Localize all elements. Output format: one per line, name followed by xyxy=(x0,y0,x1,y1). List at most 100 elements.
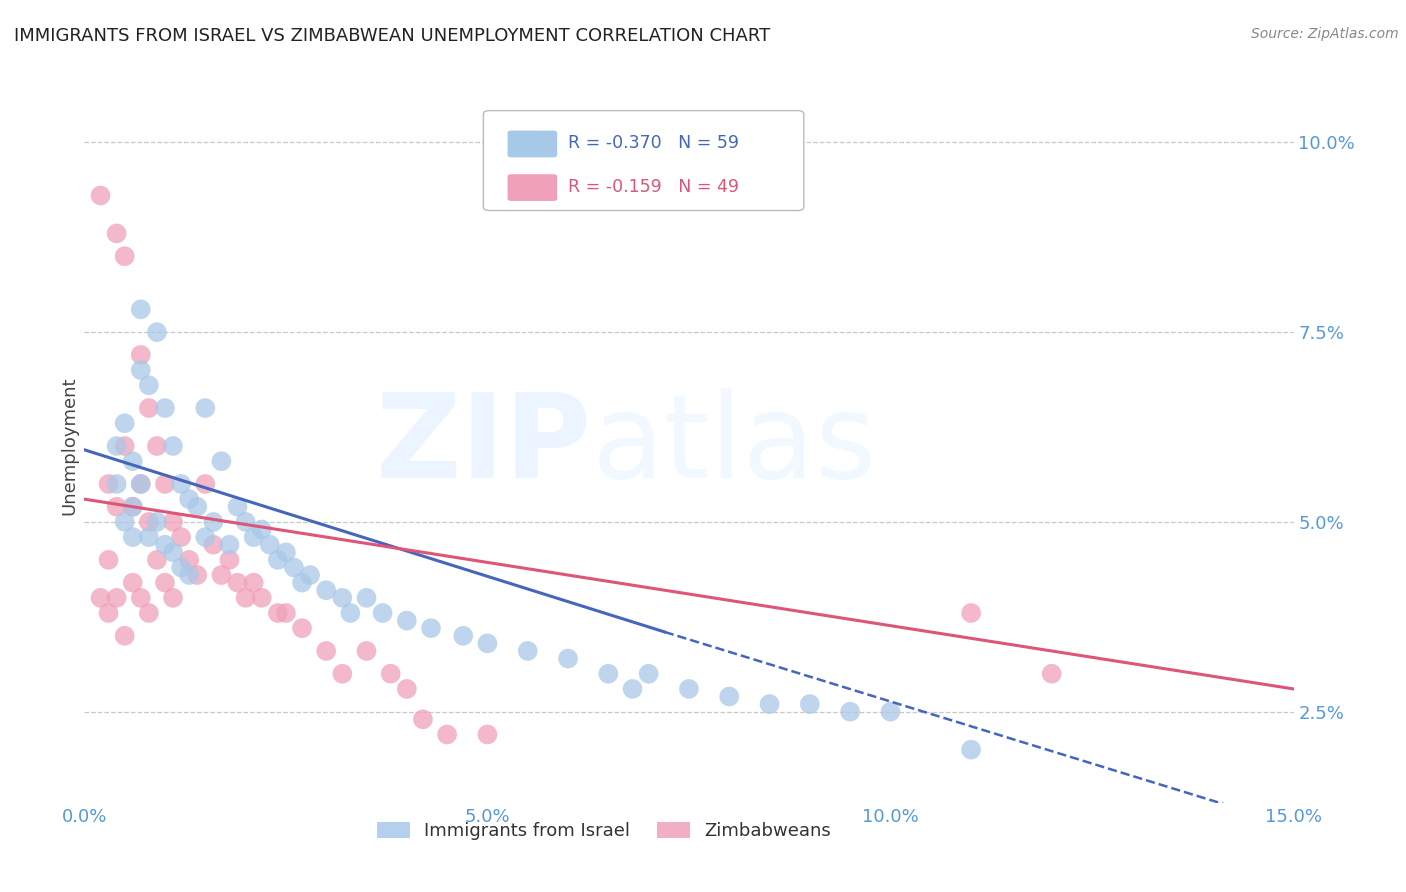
Point xyxy=(315,583,337,598)
Point xyxy=(202,515,225,529)
Point xyxy=(291,621,314,635)
Point xyxy=(412,712,434,726)
Point xyxy=(153,538,176,552)
Point xyxy=(138,530,160,544)
Point xyxy=(218,538,240,552)
Point xyxy=(330,666,353,681)
Point xyxy=(146,515,169,529)
Point xyxy=(356,591,378,605)
Point xyxy=(678,681,700,696)
Point xyxy=(330,591,353,605)
Point xyxy=(97,553,120,567)
Point xyxy=(380,666,402,681)
Point xyxy=(121,500,143,514)
Point xyxy=(242,530,264,544)
Legend: Immigrants from Israel, Zimbabweans: Immigrants from Israel, Zimbabweans xyxy=(370,814,838,847)
Point xyxy=(186,500,208,514)
Point xyxy=(395,681,418,696)
Point xyxy=(114,515,136,529)
Point xyxy=(129,591,152,605)
Point xyxy=(170,477,193,491)
Point xyxy=(516,644,538,658)
Point xyxy=(138,401,160,415)
Point xyxy=(129,363,152,377)
Point xyxy=(105,439,128,453)
Point xyxy=(162,515,184,529)
Text: R = -0.159   N = 49: R = -0.159 N = 49 xyxy=(568,178,740,195)
Point xyxy=(194,477,217,491)
Point xyxy=(170,560,193,574)
Text: atlas: atlas xyxy=(592,389,877,503)
Point xyxy=(259,538,281,552)
Point xyxy=(162,439,184,453)
Point xyxy=(121,530,143,544)
Point xyxy=(598,666,620,681)
Point xyxy=(235,515,257,529)
Y-axis label: Unemployment: Unemployment xyxy=(60,376,79,516)
Point xyxy=(105,500,128,514)
Point xyxy=(242,575,264,590)
Point xyxy=(97,606,120,620)
Point xyxy=(267,553,290,567)
Point xyxy=(209,568,232,582)
Point xyxy=(477,636,499,650)
Point xyxy=(477,727,499,741)
Point xyxy=(97,477,120,491)
Point xyxy=(121,500,143,514)
Point xyxy=(146,553,169,567)
Point xyxy=(395,614,418,628)
Point xyxy=(879,705,901,719)
Point xyxy=(637,666,659,681)
Point xyxy=(451,629,474,643)
Point xyxy=(162,545,184,559)
Point xyxy=(153,477,176,491)
Point xyxy=(557,651,579,665)
Point xyxy=(960,742,983,756)
Point xyxy=(105,477,128,491)
Point xyxy=(129,348,152,362)
Point xyxy=(274,606,297,620)
Point xyxy=(299,568,322,582)
Point xyxy=(235,591,257,605)
Point xyxy=(114,416,136,430)
Point xyxy=(153,575,176,590)
Point xyxy=(250,591,273,605)
Point xyxy=(718,690,741,704)
Point xyxy=(146,325,169,339)
Point xyxy=(339,606,361,620)
Point xyxy=(114,439,136,453)
Point xyxy=(146,439,169,453)
Point xyxy=(194,401,217,415)
Point xyxy=(226,575,249,590)
Point xyxy=(839,705,862,719)
Point xyxy=(179,568,201,582)
Point xyxy=(138,606,160,620)
FancyBboxPatch shape xyxy=(508,130,557,157)
Point xyxy=(105,591,128,605)
Point xyxy=(153,401,176,415)
Point xyxy=(291,575,314,590)
Point xyxy=(179,492,201,507)
Point xyxy=(209,454,232,468)
Point xyxy=(138,515,160,529)
Point xyxy=(179,553,201,567)
Point xyxy=(129,477,152,491)
Point xyxy=(420,621,443,635)
Text: R = -0.370   N = 59: R = -0.370 N = 59 xyxy=(568,134,740,152)
Point xyxy=(170,530,193,544)
Point xyxy=(105,227,128,241)
Point xyxy=(218,553,240,567)
Point xyxy=(226,500,249,514)
Point xyxy=(138,378,160,392)
Point xyxy=(283,560,305,574)
Point xyxy=(267,606,290,620)
Point xyxy=(250,523,273,537)
Point xyxy=(436,727,458,741)
Point xyxy=(1040,666,1063,681)
Point xyxy=(121,575,143,590)
Point xyxy=(202,538,225,552)
Text: ZIP: ZIP xyxy=(377,389,592,503)
Point xyxy=(114,249,136,263)
Text: IMMIGRANTS FROM ISRAEL VS ZIMBABWEAN UNEMPLOYMENT CORRELATION CHART: IMMIGRANTS FROM ISRAEL VS ZIMBABWEAN UNE… xyxy=(14,27,770,45)
Text: Source: ZipAtlas.com: Source: ZipAtlas.com xyxy=(1251,27,1399,41)
